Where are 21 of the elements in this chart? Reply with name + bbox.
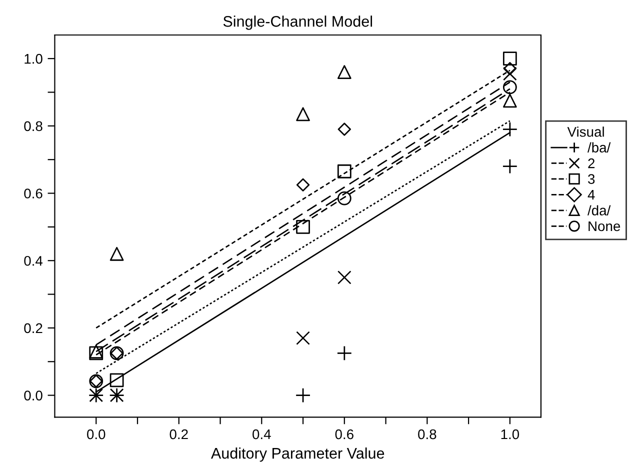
legend-label: /ba/ xyxy=(587,142,611,153)
legend-label: 3 xyxy=(588,174,595,184)
x-tick-label: 0.8 xyxy=(418,429,436,440)
legend-label: 4 xyxy=(588,190,595,200)
y-tick-label: 0.6 xyxy=(24,188,42,198)
y-tick-label: 0.0 xyxy=(24,390,42,400)
legend-label: 2 xyxy=(588,158,595,168)
chart-title: Single-Channel Model xyxy=(223,16,372,30)
legend-label: None xyxy=(588,221,620,232)
x-tick-label: 0.4 xyxy=(252,429,271,440)
x-tick-label: 1.0 xyxy=(501,429,520,440)
x-tick-label: 0.2 xyxy=(170,429,188,440)
x-axis-title: Auditory Parameter Value xyxy=(210,447,384,462)
x-tick-label: 0.0 xyxy=(87,429,106,440)
y-tick-label: 0.8 xyxy=(24,121,42,132)
x-tick-label: 0.6 xyxy=(335,429,354,440)
y-tick-label: 0.2 xyxy=(24,323,42,334)
legend-label: /da/ xyxy=(587,205,611,216)
y-tick-label: 0.4 xyxy=(24,256,43,266)
y-tick-label: 1.0 xyxy=(24,54,42,64)
legend-title: Visual xyxy=(567,126,604,137)
